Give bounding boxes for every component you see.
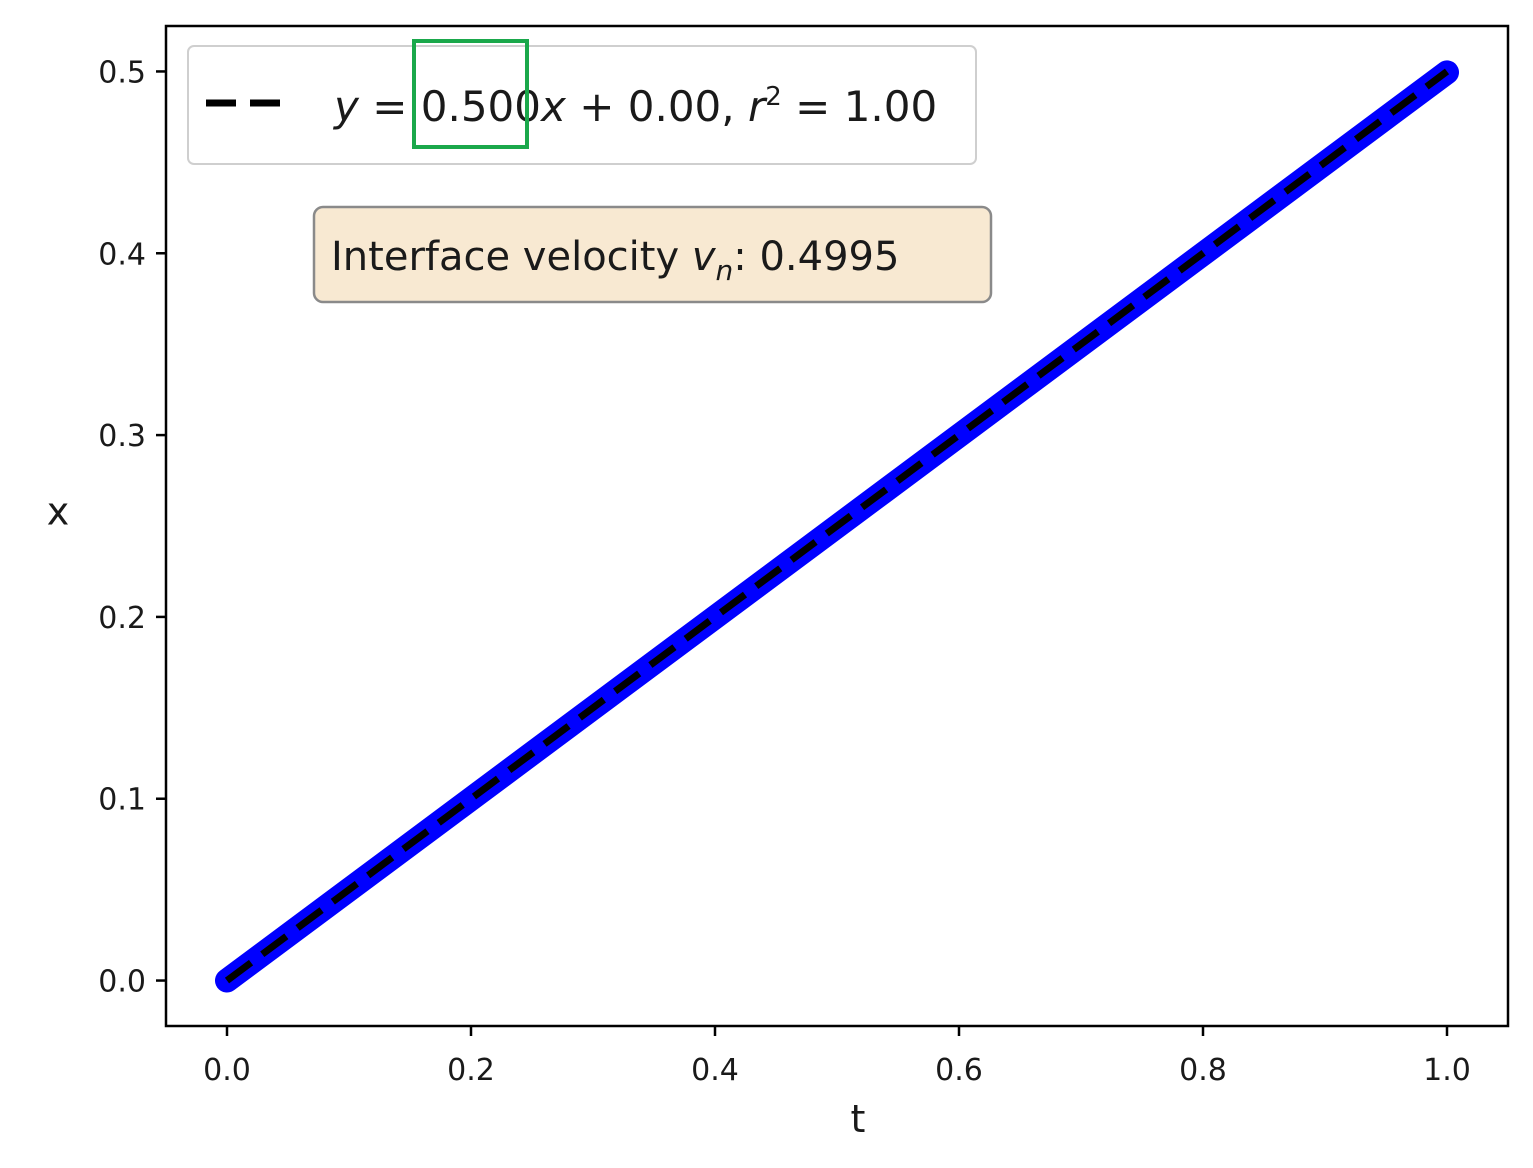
legend-box — [187, 45, 977, 165]
annotation-colon: : — [733, 234, 759, 280]
y-tick-label: 0.1 — [98, 783, 146, 818]
legend-slope: 0.500 — [421, 82, 541, 131]
x-axis: 0.0 0.2 0.4 0.6 0.8 1.0 — [203, 1026, 1471, 1088]
highlight-box — [412, 39, 529, 149]
legend-x: x — [539, 82, 567, 131]
legend-r-exponent: 2 — [765, 82, 782, 112]
x-axis-label: t — [851, 1097, 866, 1141]
x-tick-label: 0.0 — [203, 1053, 251, 1088]
legend-y: y — [332, 82, 360, 131]
y-axis-label: x — [47, 490, 70, 534]
y-tick-label: 0.2 — [98, 601, 146, 636]
legend-intercept: + 0.00, — [566, 82, 748, 131]
legend-r-value: = 1.00 — [782, 82, 937, 131]
legend: y = 0.500x + 0.00, r2 = 1.00 — [187, 39, 977, 165]
fit-line-dashed — [224, 68, 1450, 984]
annotation-text: Interface velocity vn: 0.4995 — [331, 234, 899, 287]
annotation-prefix: Interface velocity — [331, 234, 692, 280]
x-tick-label: 0.8 — [1179, 1053, 1227, 1088]
legend-eq: = — [359, 82, 421, 131]
x-tick-label: 1.0 — [1423, 1053, 1471, 1088]
annotation-box — [312, 205, 993, 304]
y-tick-label: 0.3 — [98, 419, 146, 454]
y-tick-label: 0.4 — [98, 237, 146, 272]
x-tick-label: 0.2 — [447, 1053, 495, 1088]
legend-label: y = 0.500x + 0.00, r2 = 1.00 — [332, 82, 937, 131]
annotation-value: 0.4995 — [759, 234, 899, 280]
annotation-sub: n — [716, 254, 734, 287]
y-tick-label: 0.5 — [98, 55, 146, 90]
legend-r: r — [748, 82, 768, 131]
annotation-v: v — [692, 234, 717, 280]
x-tick-label: 0.4 — [691, 1053, 739, 1088]
y-tick-label: 0.0 — [98, 965, 146, 1000]
y-axis: 0.0 0.1 0.2 0.3 0.4 0.5 — [98, 55, 166, 1000]
series-layer — [215, 60, 1459, 993]
x-tick-label: 0.6 — [935, 1053, 983, 1088]
velocity-annotation: Interface velocity vn: 0.4995 — [312, 205, 993, 304]
